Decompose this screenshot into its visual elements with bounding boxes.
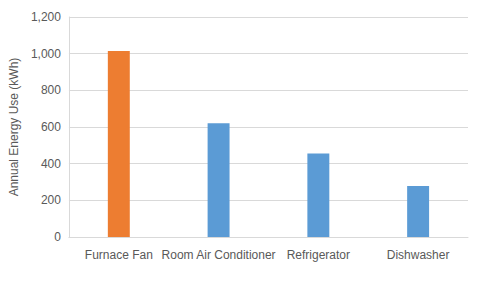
svg-text:1,000: 1,000 bbox=[31, 47, 61, 61]
svg-text:Annual Energy Use (kWh): Annual Energy Use (kWh) bbox=[7, 58, 21, 197]
svg-text:Room Air Conditioner: Room Air Conditioner bbox=[162, 248, 276, 262]
svg-text:Dishwasher: Dishwasher bbox=[387, 248, 450, 262]
svg-text:0: 0 bbox=[54, 230, 61, 244]
svg-text:1,200: 1,200 bbox=[31, 10, 61, 24]
svg-text:400: 400 bbox=[41, 157, 61, 171]
svg-text:Refrigerator: Refrigerator bbox=[287, 248, 350, 262]
svg-text:600: 600 bbox=[41, 120, 61, 134]
svg-text:200: 200 bbox=[41, 193, 61, 207]
svg-text:800: 800 bbox=[41, 83, 61, 97]
svg-text:Furnace Fan: Furnace Fan bbox=[85, 248, 153, 262]
